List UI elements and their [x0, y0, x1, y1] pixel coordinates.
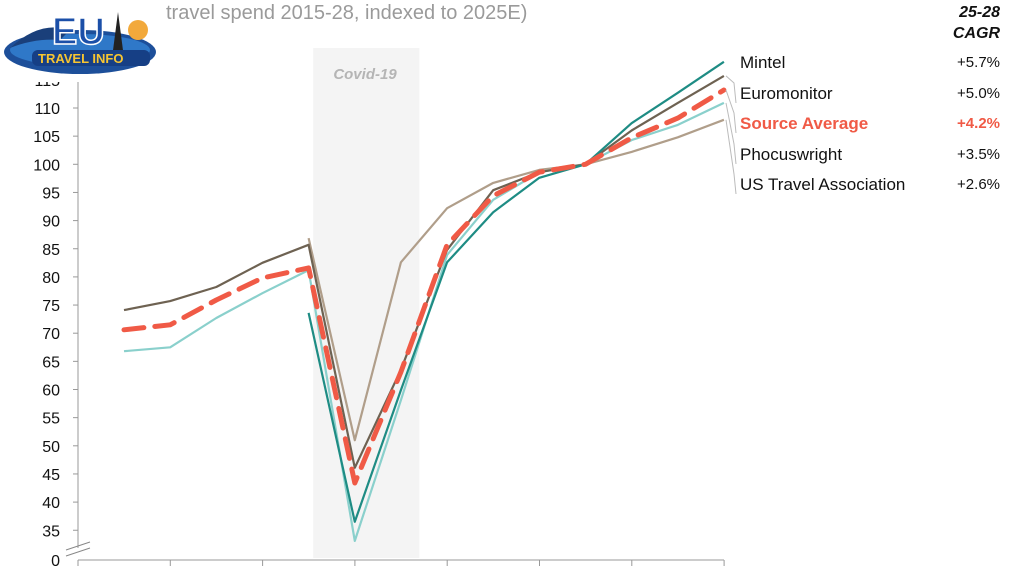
covid-label: Covid-19 [333, 66, 397, 83]
y-tick-label: 95 [42, 185, 60, 202]
y-tick-label: 60 [42, 383, 60, 400]
y-tick-label: 100 [33, 157, 60, 174]
y-tick-label: 85 [42, 242, 60, 259]
y-tick-label: 105 [33, 129, 60, 146]
y-tick-label: 0 [51, 553, 60, 570]
legend-label: US Travel Association [740, 175, 906, 194]
legend-cagr-value: +2.6% [957, 176, 1000, 193]
axis-break-mark [65, 541, 91, 557]
chart-title: travel spend 2015-28, indexed to 2025E) [166, 2, 528, 24]
svg-text:TRAVEL INFO: TRAVEL INFO [38, 51, 123, 66]
cagr-header-line1: 25-28 [959, 4, 1000, 21]
legend-cagr-value: +4.2% [957, 115, 1000, 132]
y-tick-label: 50 [42, 439, 60, 456]
y-tick-label: 35 [42, 523, 60, 540]
svg-text:EU: EU [52, 11, 105, 53]
y-tick-label: 65 [42, 354, 60, 371]
cagr-header: 25-28 CAGR [930, 2, 1000, 44]
y-tick-label: 55 [42, 411, 60, 428]
legend-cagr-value: +3.5% [957, 146, 1000, 163]
leader-line [725, 89, 737, 134]
series-line-phocuswright [123, 101, 725, 542]
cagr-header-line2: CAGR [952, 25, 1000, 42]
legend-cagr-value: +5.0% [957, 85, 1000, 102]
legend-label: Mintel [740, 53, 786, 72]
series-line-euromonitor [123, 74, 725, 469]
series-line-us-travel-association [307, 118, 725, 442]
y-tick-label: 70 [42, 326, 60, 343]
eu-travel-info-logo: EU TRAVEL INFO [0, 0, 162, 82]
y-tick-label: 80 [42, 270, 60, 287]
legend-label: Source Average [740, 114, 869, 133]
y-tick-label: 45 [42, 467, 60, 484]
legend-label: Euromonitor [740, 84, 833, 103]
y-tick-label: 75 [42, 298, 60, 315]
logo-graphic: EU TRAVEL INFO [4, 10, 156, 74]
leader-line [725, 102, 737, 165]
legend-label: Phocuswright [740, 145, 843, 164]
y-tick-label: 110 [34, 101, 60, 118]
covid-shaded-region [313, 48, 420, 558]
leader-line [725, 119, 737, 195]
y-tick-label: 90 [42, 214, 60, 231]
leader-line [725, 75, 737, 104]
legend-cagr-value: +5.7% [957, 54, 1000, 71]
series-line-mintel [307, 60, 725, 523]
series-line-source-average [121, 87, 727, 486]
y-tick-label: 40 [42, 495, 60, 512]
